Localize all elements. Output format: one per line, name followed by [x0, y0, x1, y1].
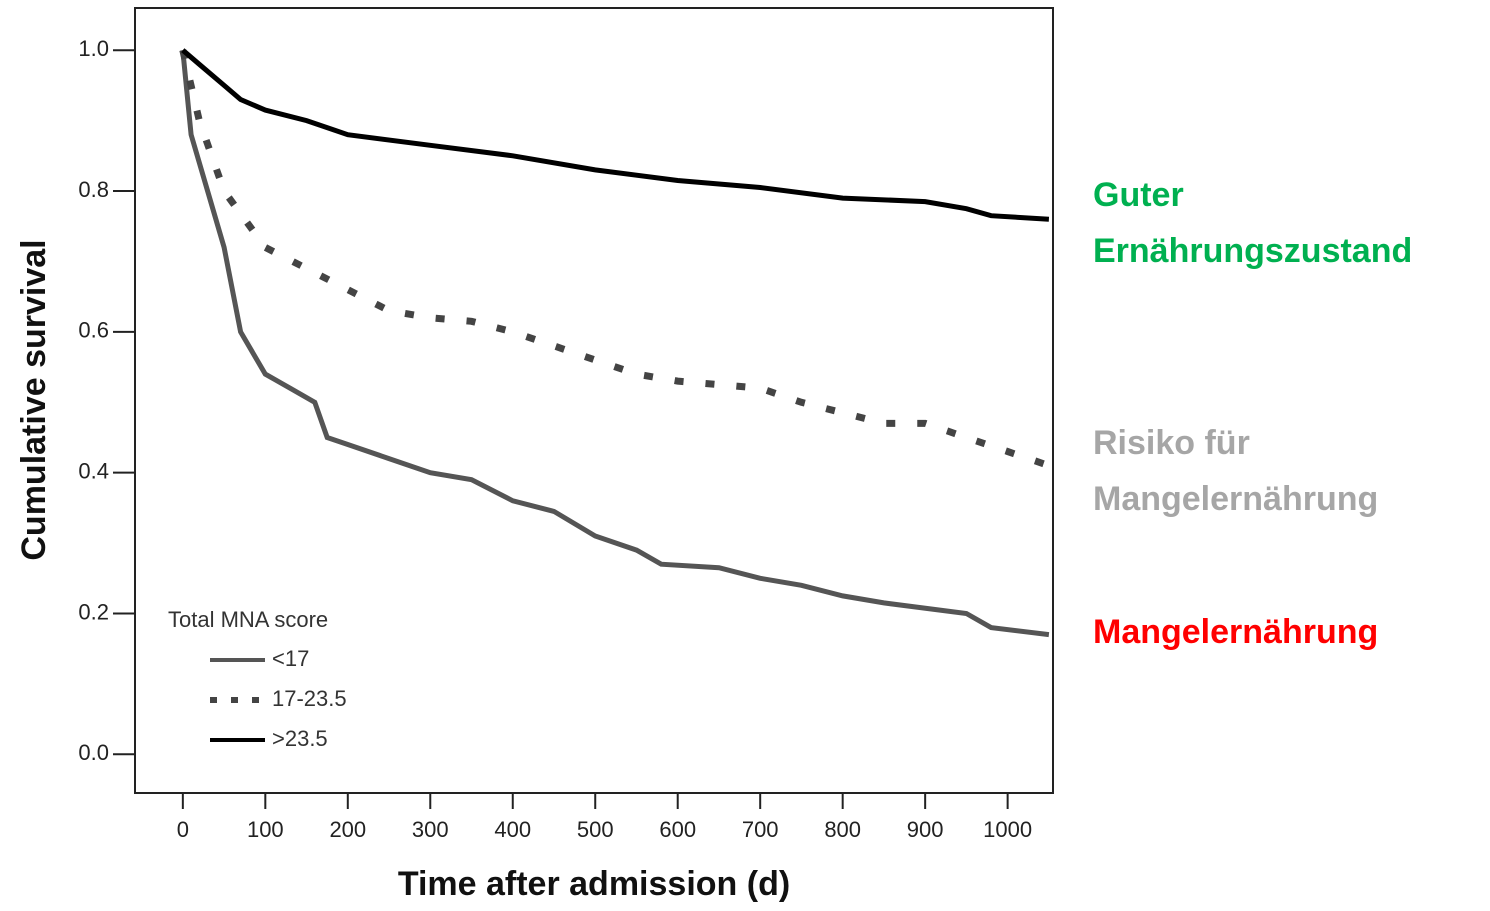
- x-tick-label: 700: [742, 817, 779, 842]
- x-tick-label: 100: [247, 817, 284, 842]
- annotation: Mangelernährung: [1093, 480, 1378, 518]
- x-tick-label: 300: [412, 817, 449, 842]
- survival-line: [180, 49, 1050, 638]
- x-tick-label: 500: [577, 817, 614, 842]
- annotation: Risiko für: [1093, 424, 1250, 462]
- y-tick-label: 0.4: [78, 458, 109, 483]
- annotation: Guter: [1093, 176, 1184, 214]
- x-tick-label: 1000: [983, 817, 1032, 842]
- y-tick-label: 1.0: [78, 36, 109, 61]
- plot-frame: [134, 7, 1054, 794]
- legend-label: <17: [272, 646, 309, 671]
- y-tick-label: 0.2: [78, 599, 109, 624]
- legend-title: Total MNA score: [168, 607, 328, 632]
- annotation: Ernährungszustand: [1093, 232, 1412, 270]
- x-tick-label: 0: [177, 817, 189, 842]
- x-tick-label: 600: [659, 817, 696, 842]
- annotation: Mangelernährung: [1093, 613, 1378, 651]
- x-axis-label: Time after admission (d): [398, 865, 790, 903]
- y-tick-label: 0.0: [78, 740, 109, 765]
- x-tick-label: 800: [824, 817, 861, 842]
- y-tick-label: 0.6: [78, 318, 109, 343]
- y-axis-label: Cumulative survival: [15, 239, 53, 560]
- x-tick-label: 900: [907, 817, 944, 842]
- x-tick-label: 400: [494, 817, 531, 842]
- survival-line: [181, 48, 1050, 222]
- legend-label: 17-23.5: [272, 686, 347, 711]
- legend-label: >23.5: [272, 726, 328, 751]
- y-tick-label: 0.8: [78, 177, 109, 202]
- x-tick-label: 200: [329, 817, 366, 842]
